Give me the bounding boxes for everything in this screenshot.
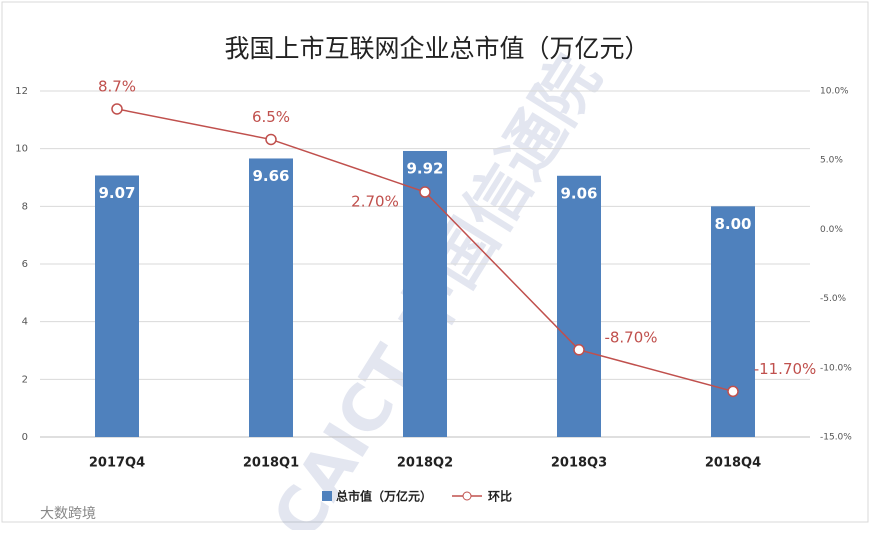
line-marker	[727, 385, 739, 398]
y2-tick-label: -5.0%	[820, 294, 847, 304]
bar-value-label: 9.66	[252, 167, 289, 185]
line-marker	[265, 133, 277, 146]
x-tick-label: 2017Q4	[89, 456, 145, 471]
y2-tick-label: 5.0%	[820, 156, 843, 166]
line-marker	[573, 344, 585, 356]
line-marker	[419, 186, 431, 198]
line-value-label: -11.70%	[754, 360, 817, 378]
bar	[249, 158, 293, 437]
legend-swatch	[462, 491, 472, 501]
x-tick-label: 2018Q2	[397, 456, 453, 471]
y-tick-label: 4	[22, 317, 28, 328]
y-tick-label: 8	[22, 201, 28, 212]
x-tick-label: 2018Q1	[243, 456, 299, 471]
bar	[557, 175, 601, 437]
y-tick-label: 0	[22, 432, 28, 443]
watermark: 大数跨境	[40, 506, 96, 522]
bar	[95, 175, 139, 437]
bar	[711, 206, 755, 437]
y2-tick-label: -15.0%	[820, 433, 852, 443]
bar-value-label: 9.06	[560, 184, 597, 202]
line-value-label: 8.7%	[98, 77, 136, 95]
y-tick-label: 6	[22, 259, 28, 270]
bar-value-label: 8.00	[714, 215, 751, 233]
y2-tick-label: -10.0%	[820, 363, 852, 373]
bar-value-label: 9.92	[406, 159, 443, 177]
legend-swatch	[322, 491, 332, 501]
y2-tick-label: 10.0%	[820, 87, 849, 97]
x-tick-label: 2018Q4	[705, 456, 761, 471]
x-tick-label: 2018Q3	[551, 456, 607, 471]
chart-title: 我国上市互联网企业总市值（万亿元）	[224, 34, 649, 63]
bar-value-label: 9.07	[98, 184, 135, 202]
y2-tick-label: 0.0%	[820, 225, 843, 235]
line-value-label: 2.70%	[351, 193, 399, 211]
line-value-label: 6.5%	[252, 108, 290, 126]
y-tick-label: 10	[15, 144, 28, 155]
y-tick-label: 2	[22, 374, 28, 385]
bar	[403, 150, 447, 437]
y-tick-label: 12	[15, 86, 28, 97]
legend-label: 环比	[488, 489, 512, 504]
line-value-label: -8.70%	[604, 328, 657, 346]
legend-label: 总市值（万亿元）	[336, 489, 432, 504]
line-marker	[111, 103, 123, 115]
